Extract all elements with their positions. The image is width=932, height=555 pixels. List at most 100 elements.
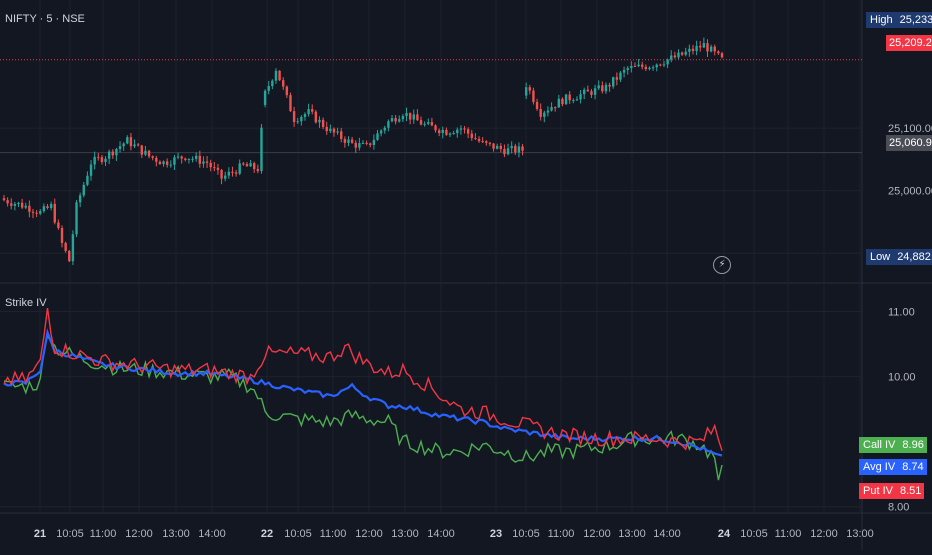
put-iv-tag: Put IV 8.51 — [859, 483, 925, 499]
candle-body — [13, 203, 17, 206]
candle-body — [169, 164, 173, 166]
candle-body — [282, 80, 285, 87]
candle-body — [688, 48, 691, 52]
candle-body — [220, 169, 223, 179]
x-tick-label: 13:00 — [391, 528, 419, 540]
candle-body — [111, 151, 114, 156]
candle-body — [100, 157, 104, 162]
candle-body — [144, 150, 147, 155]
candle-body — [336, 131, 339, 133]
iv-y-tick-label: 11.00 — [888, 307, 915, 319]
candle-body — [506, 148, 510, 155]
candle-body — [209, 162, 212, 168]
x-tick-label: 13:00 — [618, 528, 646, 540]
x-tick-label: 14:00 — [653, 528, 681, 540]
x-tick-label: 13:00 — [162, 528, 190, 540]
candle-body — [680, 52, 684, 55]
iv-lines — [3, 308, 723, 481]
candle-body — [666, 59, 669, 65]
candle-body — [249, 163, 252, 167]
candle-body — [358, 143, 361, 148]
candle-body — [165, 161, 169, 165]
candle-body — [347, 139, 350, 143]
candle-body — [546, 110, 550, 113]
candle-body — [242, 163, 245, 165]
avg-iv-line — [3, 328, 723, 457]
candle-body — [104, 158, 107, 162]
candle-body — [695, 45, 698, 51]
candle-body — [57, 222, 60, 228]
candle-body — [202, 161, 205, 164]
candle-body — [575, 99, 579, 101]
candle-body — [231, 171, 234, 173]
x-tick-label: 21 — [34, 528, 46, 540]
candle-body — [535, 101, 539, 110]
candle-body — [173, 157, 176, 165]
candle-body — [311, 109, 314, 112]
x-tick-label: 23 — [490, 528, 502, 540]
x-tick-label: 11:00 — [90, 528, 117, 540]
candle-body — [300, 116, 303, 122]
x-tick-label: 11:00 — [548, 528, 575, 540]
price-y-tick-label: 25,000.00 — [888, 186, 932, 198]
candle-body — [205, 161, 209, 163]
symbol-title[interactable]: NIFTY · 5 · NSE — [5, 13, 85, 25]
iv-pane-title[interactable]: Strike IV — [5, 297, 47, 309]
candle-body — [670, 55, 673, 60]
low-tag: Low 24,882.30 — [866, 249, 932, 265]
candle-body — [147, 150, 151, 157]
candle-body — [499, 145, 502, 149]
put-iv-tag-label: Put IV — [859, 483, 897, 499]
candle-body — [64, 242, 67, 251]
candle-body — [655, 64, 658, 68]
candle-body — [641, 64, 644, 67]
candle-body — [162, 161, 165, 165]
candle-body — [608, 84, 611, 87]
candle-body — [448, 133, 452, 135]
candle-body — [405, 113, 408, 117]
candle-body — [253, 163, 256, 169]
candle-body — [648, 67, 651, 70]
candle-body — [379, 130, 383, 134]
candle-body — [184, 158, 187, 160]
call-iv-tag: Call IV 8.96 — [859, 437, 927, 453]
candle-body — [568, 94, 571, 101]
candle-body — [459, 128, 463, 130]
candle-body — [474, 138, 477, 140]
candle-body — [10, 203, 13, 206]
candle-body — [376, 133, 379, 140]
candle-body — [53, 203, 56, 223]
candle-body — [28, 205, 31, 212]
call-iv-tag-value: 8.96 — [899, 437, 927, 453]
candle-body — [303, 114, 307, 117]
candle-body — [601, 85, 604, 92]
candle-body — [452, 133, 455, 135]
x-tick-label: 11:00 — [320, 528, 347, 540]
candle-body — [651, 67, 655, 69]
lightning-bolt-icon[interactable]: ⚡︎ — [713, 256, 731, 274]
candle-body — [343, 138, 347, 143]
candle-body — [394, 118, 397, 122]
candle-body — [604, 84, 608, 92]
avg-iv-tag: Avg IV 8.74 — [859, 459, 927, 475]
low-tag-label: Low — [866, 249, 895, 265]
candle-body — [39, 211, 42, 214]
avg-iv-tag-value: 8.74 — [899, 459, 927, 475]
x-tick-label: 10:05 — [284, 528, 312, 540]
candle-body — [456, 129, 459, 134]
candle-body — [292, 111, 296, 122]
candle-body — [702, 43, 706, 48]
candle-body — [86, 175, 89, 185]
last-price-tag: 25,209.20 — [886, 35, 932, 51]
candle-body — [412, 114, 415, 120]
x-tick-label: 13:00 — [846, 528, 874, 540]
candle-body — [532, 90, 535, 102]
candle-body — [321, 119, 325, 127]
candle-body — [289, 95, 292, 112]
candle-body — [354, 142, 357, 148]
candle-body — [78, 195, 82, 203]
candle-body — [597, 85, 600, 89]
candle-body — [659, 64, 662, 66]
